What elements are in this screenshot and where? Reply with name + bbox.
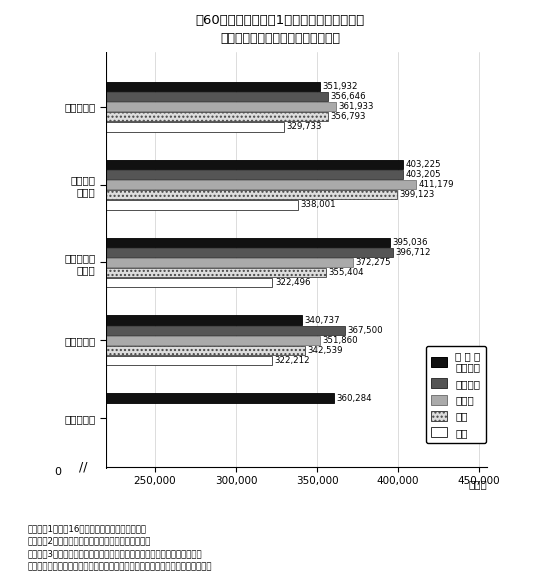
Text: 第60図　地方公務員1人当たり平均給料月額: 第60図 地方公務員1人当たり平均給料月額 [195,14,365,27]
Text: 3　「高等学校教育職」には、専修学校、各種学校及び特殊学校の: 3 「高等学校教育職」には、専修学校、各種学校及び特殊学校の [28,549,203,559]
Text: （注）　1　平成16年４月１日現在の額である。: （注） 1 平成16年４月１日現在の額である。 [28,524,147,533]
Bar [106,278,273,287]
Bar [106,102,337,111]
Text: 356,646: 356,646 [330,92,366,101]
Text: 403,225: 403,225 [406,160,441,169]
Bar [106,248,393,257]
Bar [106,122,284,131]
Bar [106,237,390,247]
Text: 396,712: 396,712 [395,248,431,257]
Text: 342,539: 342,539 [307,346,343,355]
Bar [106,336,320,345]
Text: 351,932: 351,932 [323,82,358,91]
Text: 340,737: 340,737 [305,316,340,325]
Bar [106,200,297,210]
Bar [106,190,396,199]
Bar [106,82,320,91]
Bar [106,346,305,356]
Text: 356,793: 356,793 [330,112,366,121]
Text: 355,404: 355,404 [328,268,364,277]
Text: //: // [80,460,88,473]
Text: 411,179: 411,179 [419,180,454,189]
Bar [106,325,346,335]
Text: （円）: （円） [469,479,487,489]
Bar [106,160,403,169]
Text: 2　「都市」には、中核市、特例市を含む。: 2 「都市」には、中核市、特例市を含む。 [28,537,151,546]
Bar [106,112,328,122]
Text: 322,496: 322,496 [275,278,310,287]
Text: 0: 0 [54,467,61,477]
Legend: 全 地 方
公共団体, 都道府県, 大都市, 都市, 町村: 全 地 方 公共団体, 都道府県, 大都市, 都市, 町村 [426,346,486,443]
Bar [106,356,272,365]
Text: 338,001: 338,001 [300,200,335,210]
Text: 360,284: 360,284 [336,394,372,402]
Text: 399,123: 399,123 [399,190,435,199]
Text: 367,500: 367,500 [348,326,384,335]
Text: 361,933: 361,933 [339,102,374,111]
Text: 322,212: 322,212 [274,356,310,365]
Bar [106,92,328,101]
Bar [106,268,326,277]
Text: 教育職を含み、「小・中学校教育職」には、幼稚園教育職を含む。: 教育職を含み、「小・中学校教育職」には、幼稚園教育職を含む。 [28,562,212,571]
Text: 403,205: 403,205 [405,170,441,179]
Bar [106,316,302,325]
Text: 329,733: 329,733 [287,122,322,131]
Bar [106,180,416,189]
Text: 395,036: 395,036 [393,238,428,247]
Text: （普通会計、団体種類別、職種別）: （普通会計、団体種類別、職種別） [220,32,340,45]
Text: 372,275: 372,275 [356,258,391,267]
Text: 351,860: 351,860 [323,336,358,345]
Bar [106,170,403,179]
Bar [106,393,334,403]
Bar [106,258,353,267]
